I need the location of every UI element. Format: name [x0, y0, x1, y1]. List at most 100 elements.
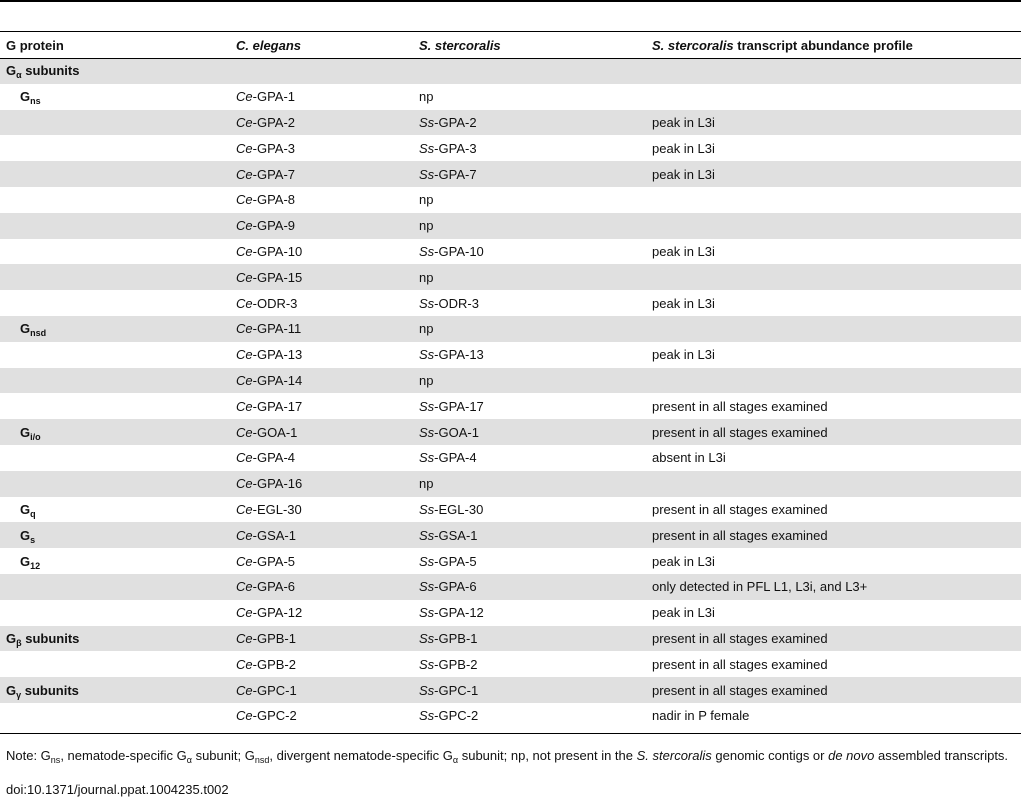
c-elegans-cell: [236, 58, 419, 84]
g-protein-class: Gns: [20, 89, 41, 107]
transcript-profile-cell: peak in L3i: [652, 161, 1021, 187]
table-top-rule: [0, 0, 1021, 2]
s-stercoralis-cell: Ss-GSA-1: [419, 522, 652, 549]
g-protein-cell: [0, 239, 236, 265]
g-protein-cell: Gns: [0, 84, 236, 110]
header-top-rule: [0, 31, 1021, 32]
header-profile-species: S. stercoralis: [652, 37, 734, 53]
table-row: Gs Ce-GSA-1 Ss-GSA-1 present in all stages …: [0, 522, 1021, 549]
c-elegans-cell: Ce-GPA-1: [236, 89, 296, 105]
c-elegans-cell: Ce-GPA-15: [236, 264, 419, 291]
g-protein-cell: [0, 264, 236, 291]
table-row: Ce-GPA-15 np: [0, 264, 1021, 291]
table-row: Ce-GPA-4 Ss-GPA-4 absent in L3i: [0, 445, 1021, 471]
g-protein-cell: Gq: [0, 497, 236, 523]
c-elegans-cell: Ce-GPA-3: [236, 140, 296, 156]
g-protein-cell: G12: [0, 548, 236, 574]
c-elegans-cell: Ce-GSA-1: [236, 522, 419, 549]
g-protein-cell: [0, 573, 236, 600]
table-row: Gnsd Ce-GPA-11 np: [0, 315, 1021, 342]
c-elegans-cell: Ce-GPA-5: [236, 553, 296, 569]
g-protein-cell: [0, 161, 236, 187]
g-protein-section: Gβ subunits: [6, 630, 80, 648]
table-footnote: Note: Gns, nematode-specific Gα subunit;…: [6, 748, 1009, 765]
s-stercoralis-cell: Ss-GPC-2: [419, 708, 479, 724]
s-stercoralis-cell: Ss-GPA-10: [419, 243, 484, 259]
g-protein-cell: [0, 342, 236, 368]
table-row: Gns Ce-GPA-1 np: [0, 84, 1021, 110]
s-stercoralis-cell: Ss-GPA-2: [419, 109, 652, 136]
header-c-elegans: C. elegans: [236, 32, 419, 58]
g-protein-cell: Gs: [0, 522, 236, 549]
g-protein-class: Gs: [20, 527, 36, 545]
header-bottom-rule: [0, 58, 1021, 59]
g-protein-cell: Gα subunits: [0, 58, 236, 84]
table-row: Gα subunits: [0, 58, 1021, 84]
table-row: Ce-GPA-7 Ss-GPA-7 peak in L3i: [0, 161, 1021, 187]
s-stercoralis-cell: np: [419, 315, 652, 342]
c-elegans-cell: Ce-GPA-4: [236, 450, 296, 466]
s-stercoralis-cell: np: [419, 367, 652, 394]
c-elegans-cell: Ce-GPA-7: [236, 161, 419, 187]
g-protein-cell: [0, 187, 236, 213]
c-elegans-cell: Ce-GPA-9: [236, 212, 419, 239]
transcript-profile-cell: absent in L3i: [652, 450, 726, 466]
transcript-profile-cell: present in all stages examined: [652, 501, 828, 517]
c-elegans-cell: Ce-GPA-14: [236, 367, 419, 394]
transcript-profile-cell: present in all stages examined: [652, 419, 1021, 445]
g-protein-cell: [0, 651, 236, 677]
table-row: Ce-GPA-6 Ss-GPA-6 only detected in PFL L1,…: [0, 573, 1021, 600]
g-protein-cell: Gnsd: [0, 315, 236, 342]
g-protein-class: Gnsd: [20, 321, 47, 339]
table-row: Ce-GPA-16 np: [0, 470, 1021, 497]
table-bottom-rule: [0, 733, 1021, 734]
transcript-profile-cell: [652, 58, 1021, 84]
table-row: Ce-GPA-12 Ss-GPA-12 peak in L3i: [0, 600, 1021, 626]
c-elegans-cell: Ce-GPA-6: [236, 573, 419, 600]
transcript-profile-cell: present in all stages examined: [652, 677, 1021, 703]
header-profile-text: transcript abundance profile: [733, 37, 913, 53]
g-protein-cell: [0, 703, 236, 729]
header-profile: S. stercoralis transcript abundance prof…: [652, 32, 1021, 58]
table-row: Ce-GPA-13 Ss-GPA-13 peak in L3i: [0, 342, 1021, 368]
g-protein-cell: [0, 600, 236, 626]
s-stercoralis-cell: np: [419, 89, 434, 105]
transcript-profile-cell: [652, 264, 1021, 291]
g-protein-class: Gi/o: [20, 424, 41, 442]
header-s-stercoralis: S. stercoralis: [419, 32, 652, 58]
g-protein-cell: [0, 290, 236, 316]
c-elegans-cell: Ce-GPA-11: [236, 315, 419, 342]
transcript-profile-cell: present in all stages examined: [652, 656, 828, 672]
s-stercoralis-cell: Ss-GPA-12: [419, 605, 484, 621]
table-row: Ce-GPA-10 Ss-GPA-10 peak in L3i: [0, 239, 1021, 265]
table-row: Gβ subunits Ce-GPB-1 Ss-GPB-1 present in al…: [0, 625, 1021, 652]
s-stercoralis-cell: Ss-GPA-7: [419, 161, 652, 187]
header-c-elegans-text: C. elegans: [236, 37, 302, 53]
c-elegans-cell: Ce-ODR-3: [236, 295, 298, 311]
doi-text: doi:10.1371/journal.ppat.1004235.t002: [6, 782, 229, 797]
c-elegans-cell: Ce-GPB-2: [236, 656, 296, 672]
c-elegans-cell: Ce-GPA-2: [236, 109, 419, 136]
transcript-profile-cell: present in all stages examined: [652, 625, 1021, 652]
c-elegans-cell: Ce-GPC-2: [236, 708, 297, 724]
s-stercoralis-cell: Ss-EGL-30: [419, 501, 484, 517]
g-protein-class: Gq: [20, 501, 36, 519]
table-row: Gγ subunits Ce-GPC-1 Ss-GPC-1 present in al…: [0, 677, 1021, 703]
transcript-profile-cell: [652, 187, 1021, 213]
c-elegans-cell: Ce-GPA-8: [236, 192, 296, 208]
transcript-profile-cell: only detected in PFL L1, L3i, and L3+: [652, 573, 1021, 600]
g-protein-cell: [0, 135, 236, 161]
s-stercoralis-cell: np: [419, 212, 652, 239]
g-protein-class: G12: [20, 553, 41, 571]
table-row: Ce-GPA-17 Ss-GPA-17 present in all stages …: [0, 393, 1021, 419]
s-stercoralis-cell: [419, 58, 652, 84]
s-stercoralis-cell: Ss-GPB-2: [419, 656, 478, 672]
s-stercoralis-cell: Ss-ODR-3: [419, 295, 479, 311]
table-row: G12 Ce-GPA-5 Ss-GPA-5 peak in L3i: [0, 548, 1021, 574]
transcript-profile-cell: present in all stages examined: [652, 522, 1021, 549]
s-stercoralis-cell: np: [419, 470, 652, 497]
table-row: Ce-GPA-2 Ss-GPA-2 peak in L3i: [0, 109, 1021, 136]
transcript-profile-cell: [652, 367, 1021, 394]
c-elegans-cell: Ce-GPB-1: [236, 625, 419, 652]
header-g-protein: G protein: [6, 37, 64, 53]
